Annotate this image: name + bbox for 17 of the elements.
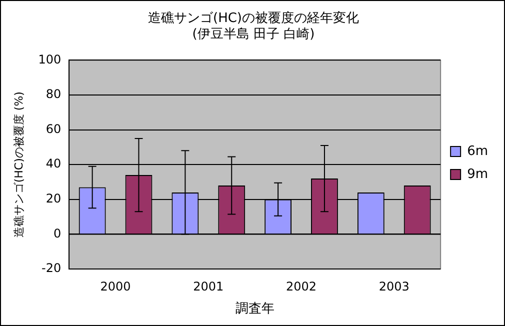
legend-label: 6m: [467, 144, 488, 159]
chart-subtitle: (伊豆半島 田子 白崎): [192, 26, 315, 42]
y-tick-label: 0: [53, 226, 62, 240]
chart-title: 造礁サンゴ(HC)の被覆度の経年変化: [148, 10, 359, 26]
x-axis-title: 調査年: [235, 302, 274, 317]
y-axis-title: 造礁サンゴ(HC)の被覆度 (%): [12, 92, 26, 238]
y-tick-label: 100: [38, 52, 62, 66]
x-tick-label: 2003: [378, 279, 410, 294]
y-tick-label: 20: [46, 192, 62, 206]
y-tick-label: -20: [41, 261, 62, 276]
y-tick-label: 60: [46, 122, 62, 136]
y-tick-label: 40: [46, 156, 62, 171]
x-tick-label: 2002: [286, 279, 317, 294]
x-tick-label: 2000: [100, 279, 131, 294]
y-tick-label: 80: [46, 87, 62, 102]
legend-label: 9m: [467, 166, 488, 182]
x-tick-label: 2001: [193, 279, 224, 294]
